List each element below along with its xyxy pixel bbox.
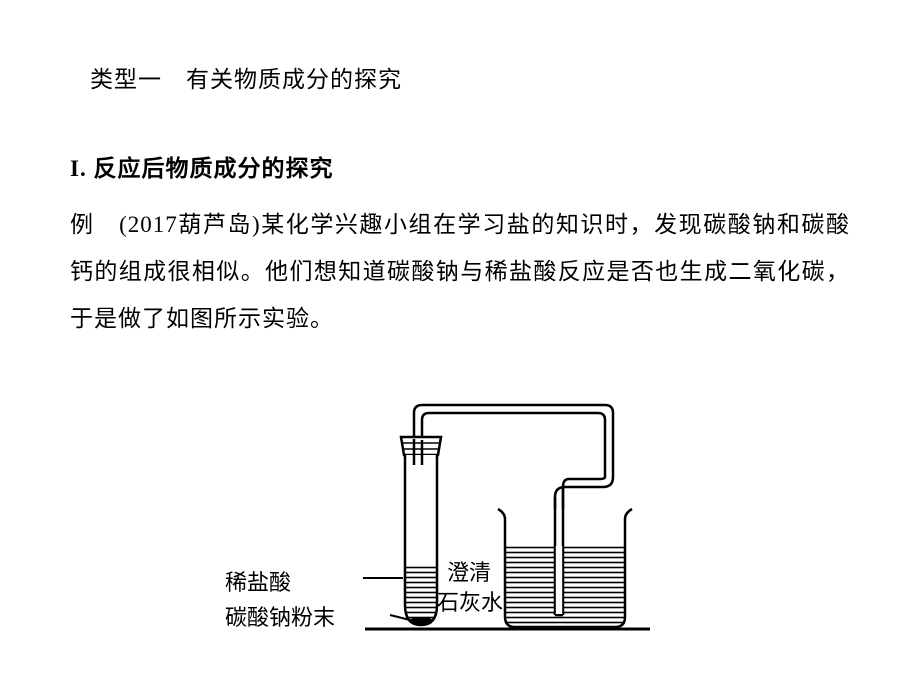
section-title: I. 反应后物质成分的探究 [70, 149, 850, 183]
label-limewater-2: 石灰水 [437, 585, 503, 617]
label-hcl: 稀盐酸 [225, 565, 291, 597]
label-limewater-1: 澄清 [447, 555, 491, 587]
beaker [498, 487, 632, 627]
test-tube [401, 437, 441, 629]
experiment-diagram: 稀盐酸 碳酸钠粉末 澄清 石灰水 [255, 395, 665, 655]
type-heading: 类型一 有关物质成分的探究 [90, 60, 850, 94]
label-na2co3: 碳酸钠粉末 [225, 600, 335, 632]
problem-paragraph: 例 (2017葫芦岛)某化学兴趣小组在学习盐的知识时，发现碳酸钠和碳酸钙的组成很… [70, 201, 850, 342]
